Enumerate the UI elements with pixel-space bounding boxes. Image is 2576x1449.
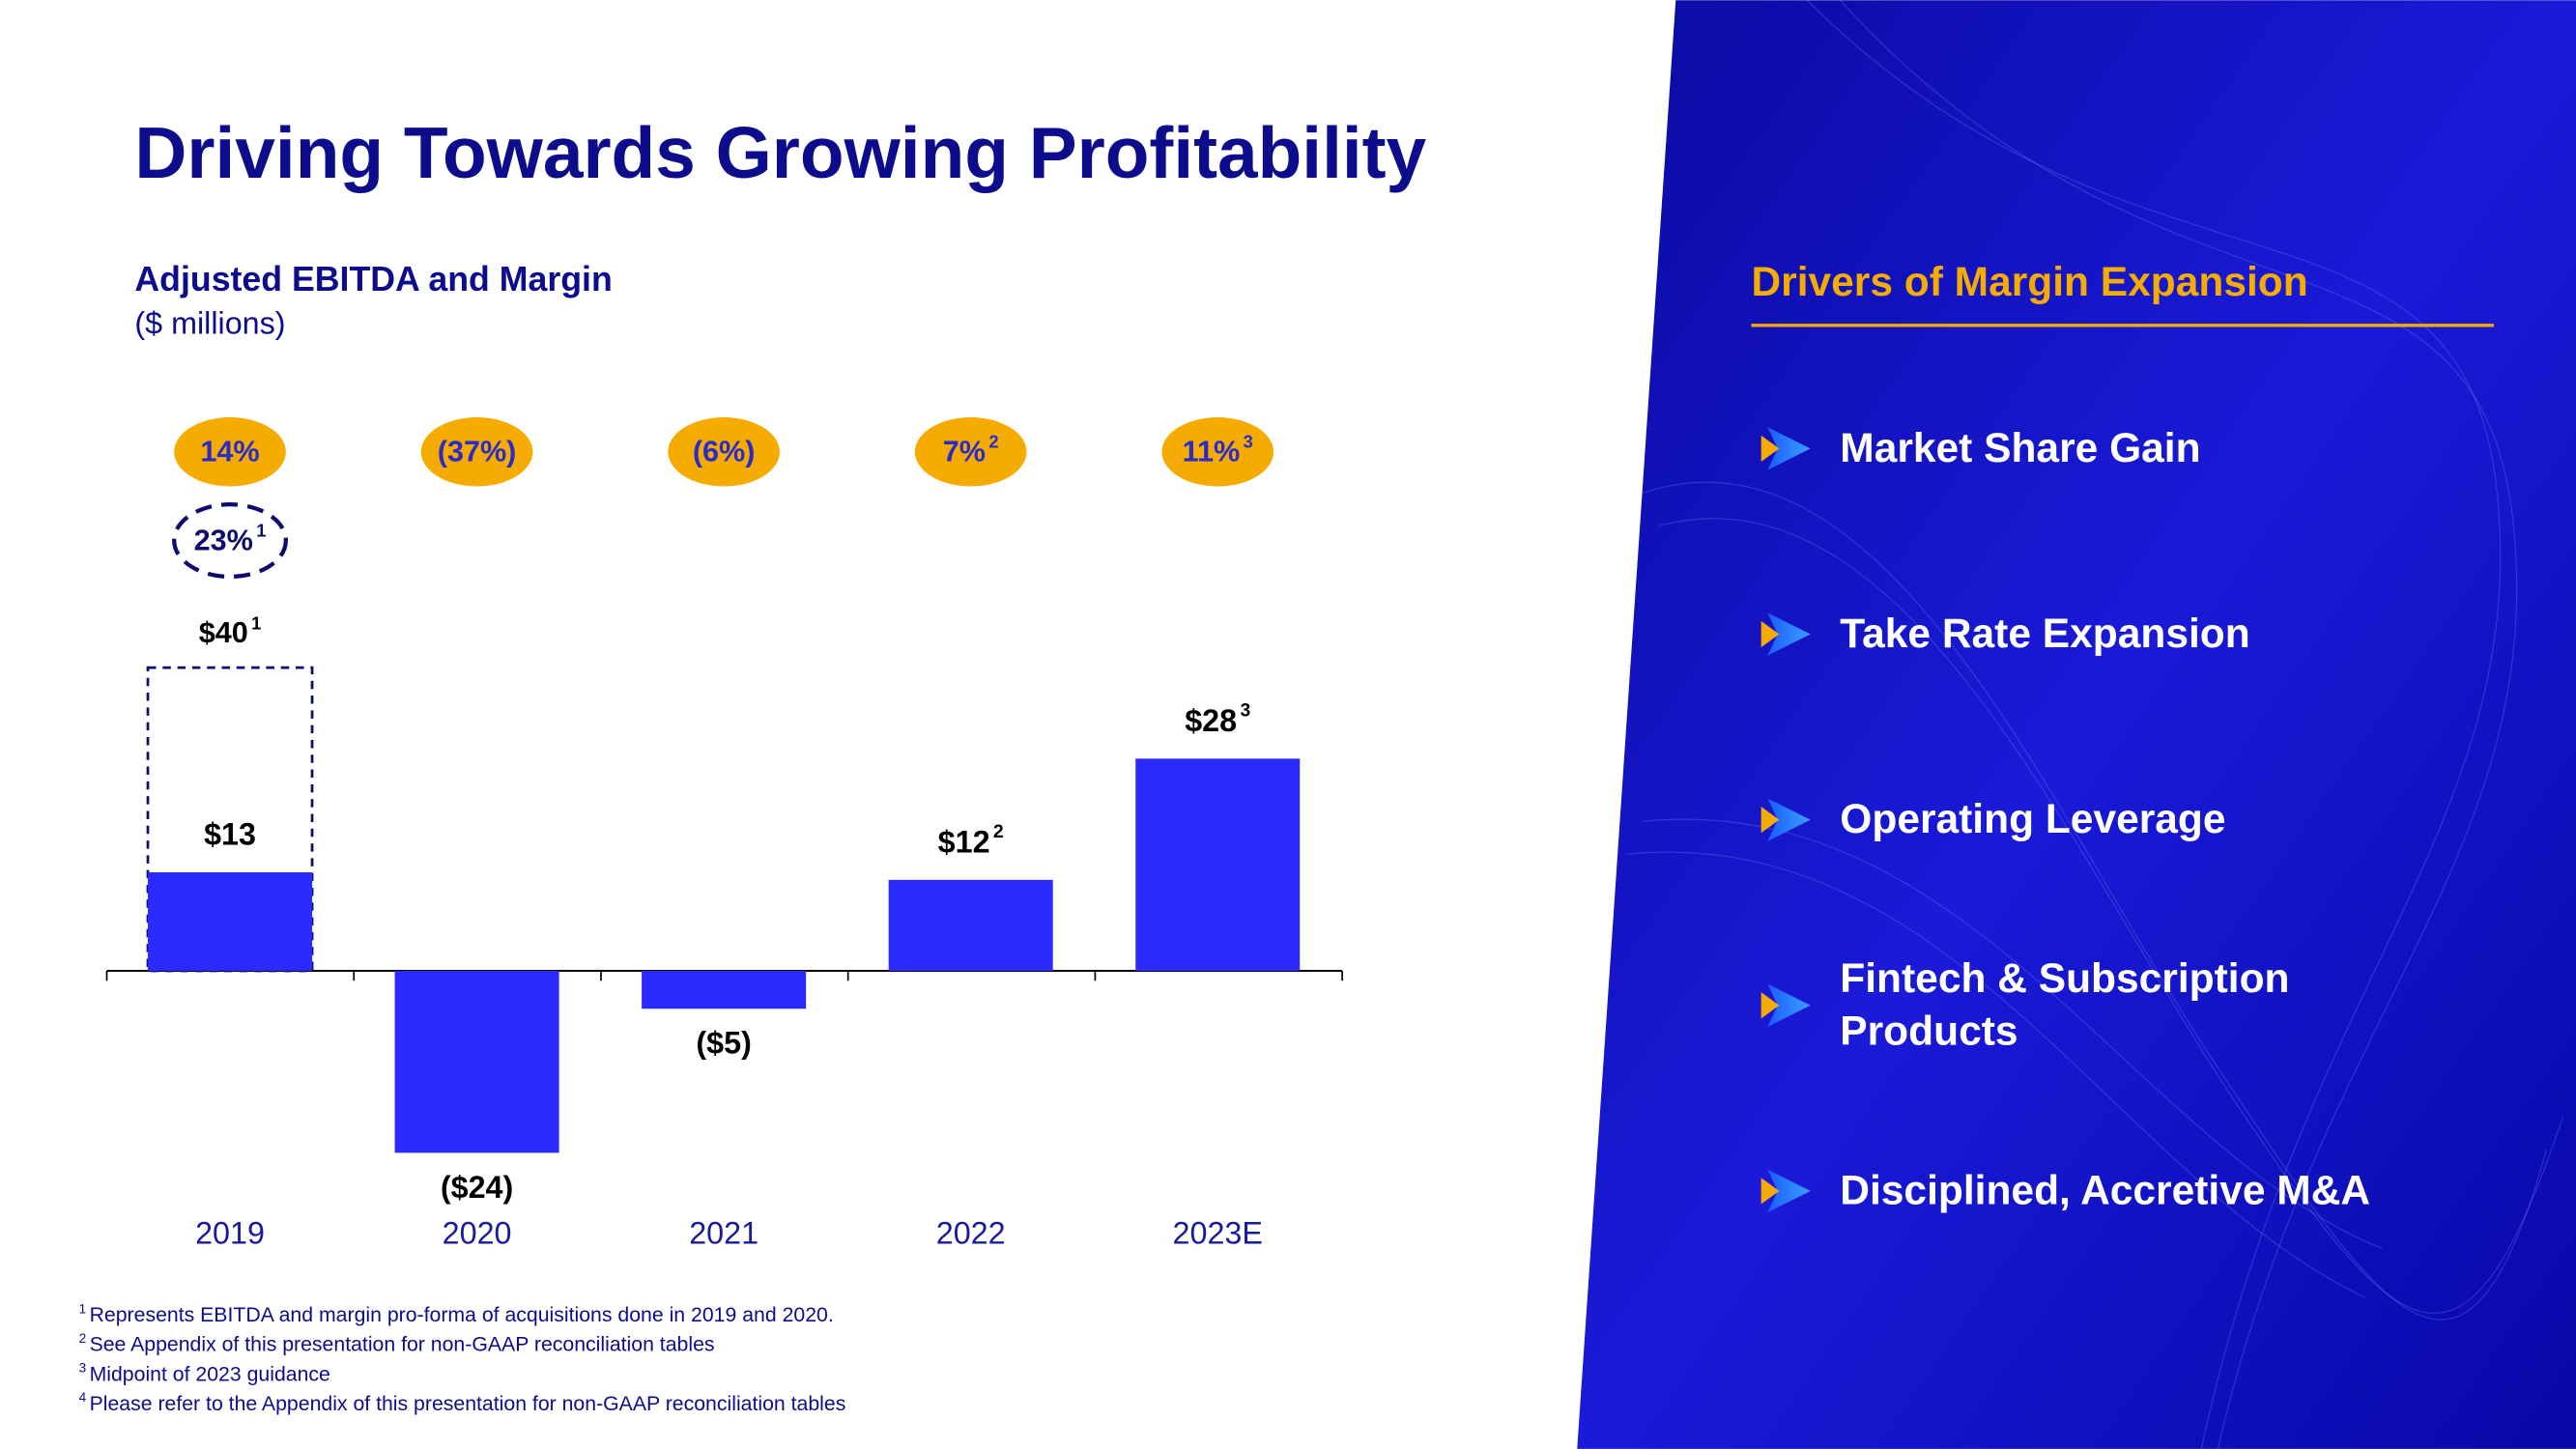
margin-label-text: (6%) (693, 436, 756, 469)
footnote-mark: 1 (79, 1301, 87, 1316)
value-label-text: $28 (1185, 702, 1237, 737)
footnote-mark: 1 (256, 520, 266, 540)
driver-icon (1767, 798, 1811, 841)
driver-item: Operating Leverage (1840, 796, 2226, 843)
footnote: 4 Please refer to the Appendix of this pr… (79, 1390, 846, 1415)
footnote-text: Please refer to the Appendix of this pre… (90, 1392, 846, 1415)
drivers-title: Drivers of Margin Expansion (1751, 260, 2307, 305)
x-tick-label: 2021 (689, 1215, 758, 1250)
value-label: ($5) (696, 1025, 751, 1060)
driver-text: Operating Leverage (1840, 796, 2226, 843)
decor-waves (1626, 0, 2563, 1449)
pro-forma-margin-label: 23% 1 (194, 520, 267, 556)
footnote: 1 Represents EBITDA and margin pro-forma … (79, 1301, 834, 1326)
driver-item: Fintech & Subscription Products (1840, 955, 2290, 1055)
margin-label: 7% 2 (943, 432, 999, 469)
margin-label-text: 7% (943, 436, 986, 469)
margin-badge (914, 417, 1027, 487)
driver-icon (1767, 1169, 1811, 1212)
footnote: 3 Midpoint of 2023 guidance (79, 1360, 330, 1385)
footnote-mark: 3 (79, 1360, 87, 1375)
footnote-mark: 3 (1240, 700, 1250, 722)
driver-text: Take Rate Expansion (1840, 611, 2250, 658)
margin-badge (174, 417, 286, 487)
driver-text: Disciplined, Accretive M&A (1840, 1168, 2371, 1214)
value-label: $13 (204, 816, 256, 851)
margin-label-text: 11% (1183, 436, 1241, 469)
footnote-mark: 4 (79, 1390, 87, 1405)
driver-icon-accent (1760, 1178, 1780, 1205)
margin-badge (420, 417, 533, 487)
x-tick-label: 2019 (195, 1215, 265, 1250)
side-panel (1577, 0, 2576, 1449)
x-tick-label: 2023E (1173, 1215, 1263, 1250)
footnote-mark: 3 (1244, 432, 1253, 452)
slide-title: Driving Towards Growing Profitability (134, 112, 1426, 193)
footnote: 2 See Appendix of this presentation for n… (79, 1330, 715, 1355)
driver-icon (1767, 612, 1811, 656)
margin-label-text: 14% (200, 436, 259, 469)
bar (1135, 758, 1301, 972)
footnote-mark: 1 (251, 612, 261, 633)
footnote-text: Represents EBITDA and margin pro-forma o… (90, 1303, 834, 1326)
driver-text: Fintech & Subscription Products (1840, 955, 2290, 1055)
margin-label: (37%) (438, 436, 517, 469)
driver-text: Market Share Gain (1840, 425, 2201, 472)
driver-icon-accent (1760, 435, 1780, 462)
pro-forma-margin-label-text: 23% (194, 524, 253, 556)
chart-title: Adjusted EBITDA and Margin (134, 260, 612, 298)
margin-badge (668, 417, 780, 487)
driver-icon (1767, 427, 1811, 470)
margin-label-text: (37%) (438, 436, 517, 469)
footnote-text: See Appendix of this presentation for no… (90, 1332, 715, 1355)
chart-subtitle: ($ millions) (134, 305, 285, 340)
driver-icon-accent (1760, 992, 1780, 1019)
value-label-text: $13 (204, 816, 256, 851)
footnote-mark: 2 (988, 432, 998, 452)
value-label: ($24) (441, 1169, 513, 1204)
value-label-text: ($5) (696, 1025, 751, 1060)
x-tick-label: 2022 (936, 1215, 1006, 1250)
driver-item: Take Rate Expansion (1840, 611, 2250, 658)
footnote-mark: 2 (993, 821, 1004, 842)
driver-item: Disciplined, Accretive M&A (1840, 1168, 2371, 1214)
bar (888, 879, 1053, 972)
value-label: $28 3 (1185, 700, 1250, 738)
driver-icon-accent (1760, 807, 1780, 834)
margin-label: 11% 3 (1183, 432, 1253, 469)
margin-badge (1161, 417, 1274, 487)
driver-icon (1767, 983, 1811, 1027)
driver-item: Market Share Gain (1840, 425, 2201, 472)
pro-forma-value-label: $40 1 (199, 612, 262, 649)
pro-forma-value-label-text: $40 (199, 616, 248, 649)
margin-label: 14% (200, 436, 259, 469)
value-label-text: ($24) (441, 1169, 513, 1204)
bar (642, 971, 807, 1009)
value-label-text: $12 (938, 824, 990, 859)
footnote-mark: 2 (79, 1330, 87, 1345)
value-label: $12 2 (938, 821, 1004, 859)
x-tick-label: 2020 (443, 1215, 512, 1250)
pro-forma-margin-badge (172, 502, 288, 580)
footnote-text: Midpoint of 2023 guidance (90, 1362, 330, 1385)
driver-icon-accent (1760, 620, 1780, 648)
bar (394, 971, 559, 1153)
bar (148, 872, 313, 972)
margin-label: (6%) (693, 436, 756, 469)
